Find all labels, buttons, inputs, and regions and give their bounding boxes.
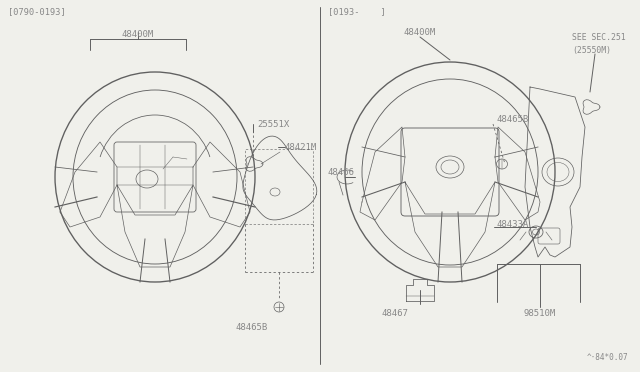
Text: 48465B: 48465B	[497, 115, 529, 124]
Text: 48433A: 48433A	[497, 219, 529, 228]
Text: 48467: 48467	[381, 310, 408, 318]
Text: 48421M: 48421M	[285, 142, 317, 151]
Text: 25551X: 25551X	[257, 119, 289, 128]
Text: 48465B: 48465B	[236, 323, 268, 331]
Text: 48400M: 48400M	[404, 28, 436, 36]
Bar	[245, 149, 313, 224]
Text: 48466: 48466	[328, 167, 355, 176]
Text: ^·84*0.07: ^·84*0.07	[586, 353, 628, 362]
Text: (25550M): (25550M)	[572, 45, 611, 55]
Text: 98510M: 98510M	[524, 310, 556, 318]
Text: 48400M: 48400M	[122, 29, 154, 38]
Text: SEE SEC.251: SEE SEC.251	[572, 32, 626, 42]
Text: [0193-    ]: [0193- ]	[328, 7, 386, 16]
Text: [0790-0193]: [0790-0193]	[8, 7, 66, 16]
